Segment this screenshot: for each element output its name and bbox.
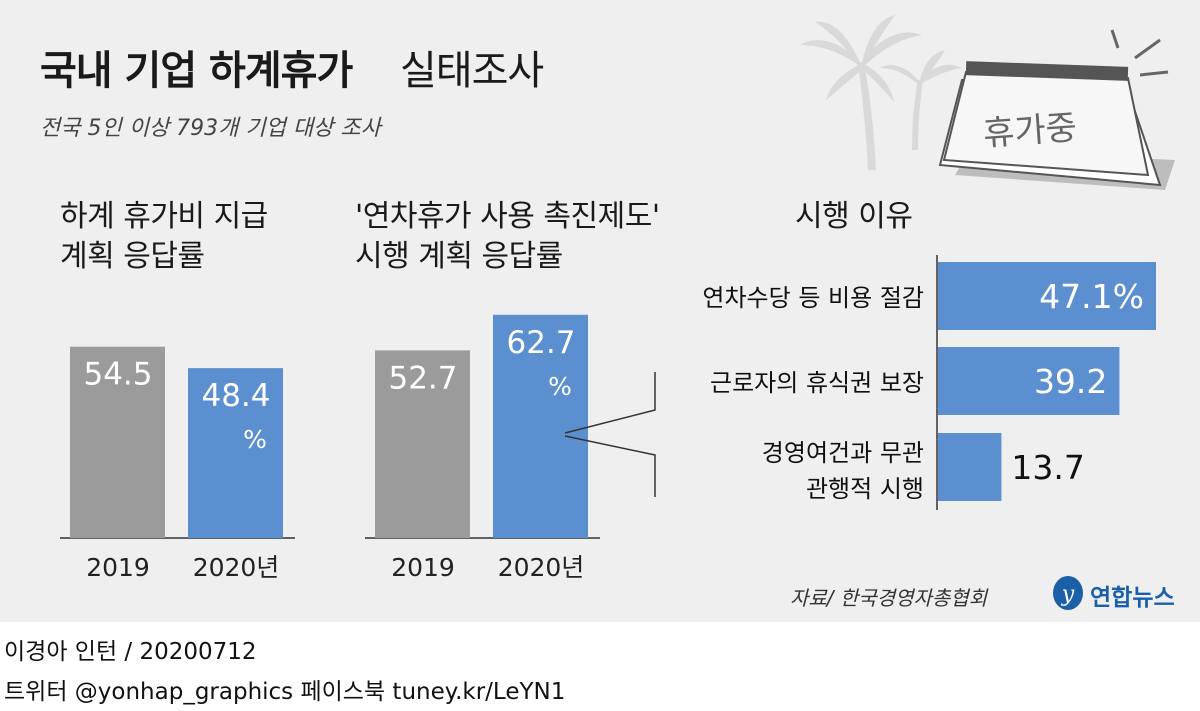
bar — [188, 368, 283, 538]
data-label: 47.1% — [1039, 277, 1144, 316]
category-label: 2020년 — [193, 553, 280, 582]
page-title: 국내 기업 하계휴가 — [40, 48, 353, 94]
data-label: 52.7 — [388, 360, 457, 396]
yonhap-logo-icon: y — [1053, 576, 1083, 610]
bar — [70, 346, 165, 538]
bar — [938, 433, 1002, 501]
subtitle: 전국 5인 이상 793개 기업 대상 조사 — [40, 116, 381, 141]
unit-label: % — [548, 372, 572, 401]
chart-reasons: 47.1% 연차수당 등 비용 절감 39.2 근로자의 휴식권 보장 13.7 경영여건… — [702, 262, 1156, 503]
chart-holiday-bonus: 54.5 2019 48.4% 2020년 — [60, 346, 295, 582]
bar — [493, 314, 588, 538]
chart-leave-promotion: 52.7 2019 62.7% 2020년 — [365, 314, 600, 582]
data-label: 62.7 — [506, 325, 575, 361]
category-label: 연차수당 등 비용 절감 — [702, 284, 924, 312]
source-note: 자료/ 한국경영자총협회 — [790, 586, 988, 610]
category-label: 2020년 — [498, 553, 585, 582]
chart1-title: 하계 휴가비 지급 계획 응답률 — [60, 199, 268, 274]
category-label: 2019 — [391, 553, 455, 582]
vacation-calendar-icon: 휴가중 — [938, 29, 1175, 190]
category-label: 경영여건과 무관 — [762, 439, 924, 467]
bar — [938, 262, 1156, 330]
data-label: 48.4 — [201, 378, 270, 414]
unit-label: % — [243, 425, 267, 454]
bar — [375, 350, 470, 538]
calendar-label: 휴가중 — [982, 108, 1078, 154]
chart3-title: 시행 이유 — [795, 199, 913, 234]
data-label: 54.5 — [83, 357, 152, 393]
bar — [938, 347, 1120, 415]
logo-text: 연합뉴스 — [1090, 585, 1175, 611]
chart2-title: '연차휴가 사용 촉진제도' 시행 계획 응답률 — [355, 199, 660, 274]
category-label: 2019 — [86, 553, 150, 582]
category-label: 근로자의 휴식권 보장 — [710, 369, 924, 397]
social-line: 트위터 @yonhap_graphics 페이스북 tuney.kr/LeYN1 — [4, 679, 566, 705]
callout-bracket — [564, 372, 656, 497]
page-title-secondary: 실태조사 — [400, 48, 544, 94]
palm-tree-icon — [800, 15, 962, 170]
data-label: 39.2 — [1034, 362, 1107, 401]
data-label: 13.7 — [1011, 448, 1084, 487]
credit-line: 이경아 인턴 / 20200712 — [4, 639, 257, 665]
svg-text:y: y — [1061, 582, 1075, 607]
category-label: 관행적 시행 — [806, 475, 924, 503]
